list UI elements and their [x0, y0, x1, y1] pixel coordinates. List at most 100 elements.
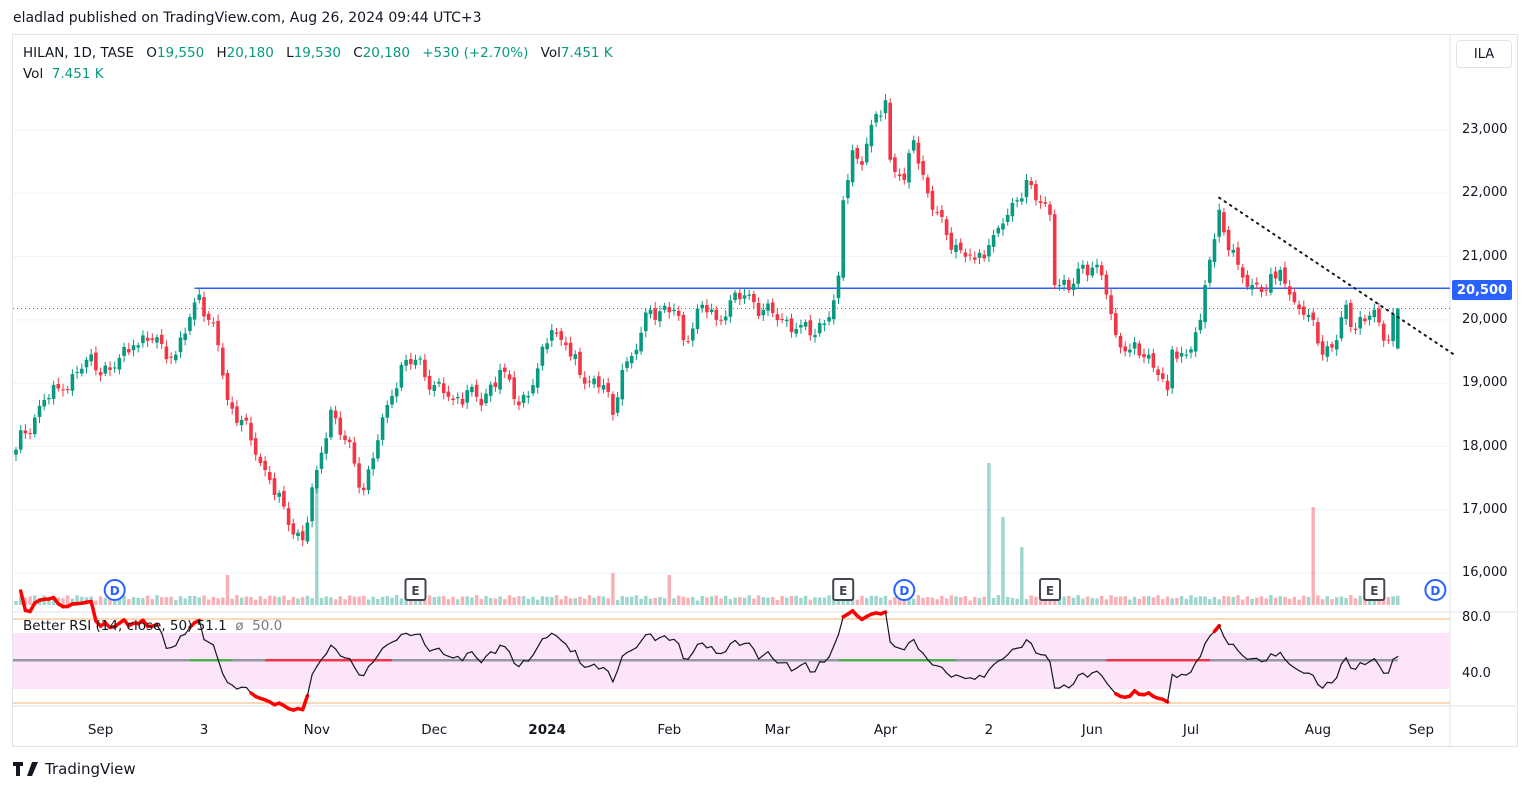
currency-button[interactable]: ILA	[1456, 40, 1512, 68]
candle-body	[1071, 283, 1076, 290]
rsi-line-segment	[447, 655, 454, 659]
volume-bar	[221, 597, 225, 605]
volume-bar	[1335, 597, 1339, 605]
candle-body	[1076, 268, 1080, 284]
rsi-line-segment	[320, 653, 327, 660]
volume-bar	[258, 596, 263, 605]
rsi-line-segment	[1359, 662, 1366, 666]
volume-bar	[1386, 597, 1391, 605]
candle-body	[1165, 380, 1170, 391]
rsi-line-segment	[1063, 684, 1070, 689]
volume-bar	[1198, 596, 1203, 605]
candle-body	[648, 309, 653, 315]
rsi-line-segment	[198, 619, 205, 641]
volume-bar	[1165, 596, 1170, 605]
rsi-line-segment	[710, 646, 717, 654]
rsi-line-segment	[1101, 674, 1108, 684]
rsi-line-segment	[584, 665, 591, 668]
volume-bar	[456, 599, 460, 605]
time-axis-label: Mar	[764, 722, 791, 738]
volume-bar	[319, 597, 324, 605]
candle-body	[587, 381, 592, 383]
volume-bar	[315, 487, 319, 605]
rsi-line-segment	[1077, 672, 1084, 676]
rsi-line-segment	[452, 655, 459, 659]
rsi-line-segment	[1030, 642, 1037, 654]
volume-bar	[677, 595, 681, 605]
candle-body	[568, 342, 573, 357]
candle-body	[1386, 339, 1391, 341]
rsi-line-segment	[165, 646, 172, 650]
candle-body	[84, 359, 89, 368]
volume-bar	[216, 598, 220, 605]
rsi-line-segment	[659, 635, 666, 639]
candle-body	[1095, 264, 1099, 268]
price-axis-label: 18,000	[1462, 438, 1508, 454]
volume-bar	[14, 601, 18, 605]
candle-body	[1306, 314, 1311, 318]
candle-body	[268, 472, 272, 481]
volume-bar	[366, 599, 371, 605]
volume-bar	[879, 597, 883, 605]
rsi-axis-label: 40.0	[1462, 666, 1491, 681]
candle-body	[1334, 340, 1339, 350]
volume-bar	[249, 597, 253, 605]
candle-body	[75, 372, 79, 374]
candle-body	[197, 294, 202, 300]
rsi-line-segment	[1265, 653, 1272, 662]
candle-body	[535, 368, 540, 388]
candle-body	[658, 311, 662, 322]
rsi-line-segment	[461, 652, 468, 662]
candle-body	[70, 374, 75, 391]
volume-bar	[329, 597, 333, 605]
volume-bar	[982, 596, 986, 605]
volume-bar	[98, 596, 103, 605]
rsi-line-segment	[579, 662, 586, 668]
rsi-line-segment	[649, 633, 656, 642]
volume-bar	[1067, 595, 1071, 605]
volume-bar	[136, 597, 140, 605]
rsi-line-segment	[471, 651, 478, 659]
volume-bar	[51, 597, 56, 605]
volume-bar	[968, 600, 972, 605]
earnings-icon-label: E	[411, 584, 419, 598]
candle-body	[1381, 323, 1386, 341]
rsi-line-segment	[894, 646, 901, 649]
rsi-line-segment	[546, 632, 553, 639]
rsi-line-segment	[687, 652, 694, 660]
candle-body	[423, 359, 427, 378]
candle-body	[1179, 352, 1184, 357]
candle-body	[888, 102, 892, 160]
candle-body	[56, 383, 61, 389]
time-axis-label: 2024	[528, 722, 566, 738]
candle-body	[324, 438, 328, 454]
volume-bar	[1006, 596, 1010, 605]
volume-bar	[188, 595, 192, 605]
rsi-line-segment	[607, 670, 614, 683]
candle-body	[644, 312, 648, 332]
volume-bar	[846, 597, 850, 605]
candle-body	[719, 319, 723, 321]
volume-bar	[724, 595, 728, 605]
candle-body	[540, 346, 545, 366]
rsi-line-segment	[1058, 684, 1065, 689]
volume-bar	[1259, 596, 1264, 605]
candle-body	[484, 393, 488, 404]
rsi-line-segment	[344, 657, 351, 660]
candle-body	[1302, 306, 1306, 315]
rsi-line-segment	[1049, 661, 1056, 689]
candle-body	[127, 349, 131, 353]
volume-label: Vol	[23, 66, 44, 82]
volume-bar	[291, 596, 295, 605]
volume-bar	[1062, 596, 1066, 605]
volume-bar	[916, 595, 921, 605]
rsi-line-segment	[823, 656, 830, 663]
volume-bar	[1114, 596, 1118, 605]
rsi-line-segment	[616, 655, 623, 671]
candle-body	[521, 394, 526, 403]
candle-body	[822, 323, 827, 326]
candle-body	[1034, 184, 1038, 201]
candle-body	[98, 372, 103, 376]
candle-body	[893, 157, 897, 172]
